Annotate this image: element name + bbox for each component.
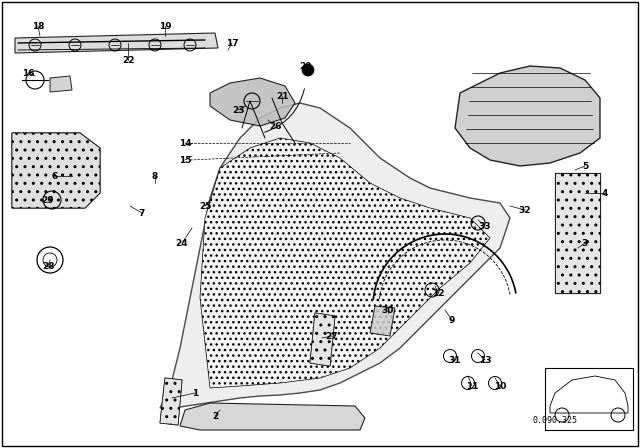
Text: 15: 15 [179, 155, 191, 164]
Polygon shape [210, 78, 295, 126]
Text: 0.090.325: 0.090.325 [532, 415, 577, 425]
Polygon shape [160, 378, 182, 425]
Text: 22: 22 [122, 56, 134, 65]
Polygon shape [555, 173, 600, 293]
Text: 14: 14 [179, 138, 191, 147]
Text: 11: 11 [466, 382, 478, 391]
Polygon shape [15, 33, 218, 53]
Text: 6: 6 [52, 172, 58, 181]
Text: 31: 31 [449, 356, 461, 365]
Text: 9: 9 [449, 315, 455, 324]
Text: 20: 20 [299, 61, 311, 70]
Text: 18: 18 [32, 22, 44, 30]
Text: 10: 10 [494, 382, 506, 391]
Text: 16: 16 [22, 69, 35, 78]
Polygon shape [310, 313, 335, 366]
Text: 26: 26 [269, 121, 281, 130]
Text: 2: 2 [212, 412, 218, 421]
Polygon shape [455, 66, 600, 166]
Text: 3: 3 [582, 238, 588, 247]
Polygon shape [310, 313, 335, 366]
Text: 21: 21 [276, 91, 288, 100]
Polygon shape [370, 306, 395, 336]
Text: 23: 23 [232, 105, 244, 115]
Polygon shape [12, 133, 100, 208]
Polygon shape [12, 133, 100, 208]
Bar [545, 368, 633, 430]
Text: 30: 30 [382, 306, 394, 314]
Text: 28: 28 [42, 262, 54, 271]
Polygon shape [180, 403, 365, 430]
Text: 24: 24 [176, 238, 188, 247]
Text: 19: 19 [159, 22, 172, 30]
Text: 17: 17 [226, 39, 238, 47]
Text: 4: 4 [602, 189, 608, 198]
Text: 1: 1 [192, 388, 198, 397]
Circle shape [302, 64, 314, 76]
Text: 8: 8 [152, 172, 158, 181]
Polygon shape [555, 173, 600, 293]
Polygon shape [550, 376, 628, 413]
Polygon shape [50, 76, 72, 92]
Polygon shape [160, 378, 182, 425]
Text: 7: 7 [139, 208, 145, 217]
Polygon shape [160, 103, 510, 408]
Text: 32: 32 [519, 206, 531, 215]
Text: 13: 13 [479, 356, 492, 365]
Text: 25: 25 [199, 202, 211, 211]
Text: 29: 29 [42, 195, 54, 204]
Text: 5: 5 [582, 161, 588, 171]
Text: 33: 33 [479, 221, 492, 231]
Text: 27: 27 [326, 332, 339, 340]
Polygon shape [200, 138, 490, 388]
Text: 12: 12 [432, 289, 444, 297]
